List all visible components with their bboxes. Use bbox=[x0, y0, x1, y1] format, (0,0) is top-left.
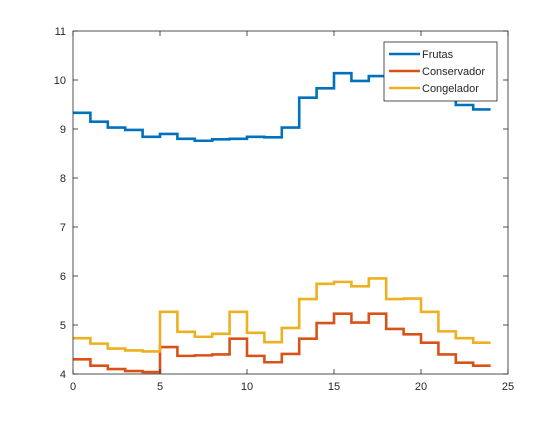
y-tick-label: 8 bbox=[60, 173, 66, 185]
y-tick-label: 5 bbox=[60, 320, 66, 332]
legend: Frutas Conservador Congelador bbox=[383, 41, 498, 102]
y-tick-label: 11 bbox=[55, 26, 66, 38]
legend-label-frutas: Frutas bbox=[422, 49, 454, 61]
x-tick-label: 5 bbox=[157, 381, 163, 393]
y-tick-label: 6 bbox=[60, 271, 66, 283]
x-tick-label: 25 bbox=[502, 381, 514, 393]
series-line-conservador bbox=[73, 312, 491, 374]
y-tick-label: 9 bbox=[60, 124, 66, 136]
x-tick-label: 15 bbox=[328, 381, 340, 393]
x-tick-label: 0 bbox=[70, 381, 76, 393]
legend-label-congelador: Congelador bbox=[422, 83, 479, 95]
x-tick-label: 20 bbox=[415, 381, 427, 393]
y-tick-label: 4 bbox=[60, 369, 66, 381]
axes-layer: 0 5 10 15 20 25 4 5 6 7 8 9 10 11 bbox=[54, 26, 514, 393]
y-tick-label: 7 bbox=[60, 222, 66, 234]
x-tick-label: 10 bbox=[241, 381, 253, 393]
axes-frame bbox=[72, 30, 509, 375]
legend-label-conservador: Conservador bbox=[422, 66, 485, 78]
series-line-congelador bbox=[73, 277, 491, 353]
y-tick-label: 10 bbox=[54, 75, 66, 87]
